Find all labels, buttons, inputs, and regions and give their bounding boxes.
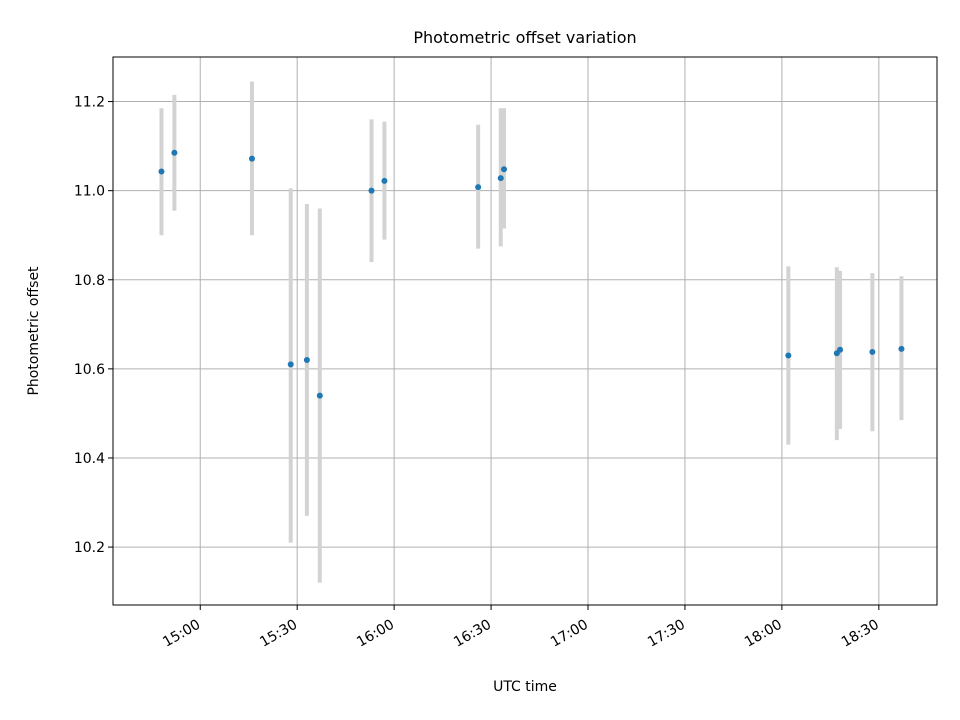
- data-point: [500, 166, 507, 173]
- y-tick-label: 11.2: [74, 95, 105, 111]
- data-point: [287, 361, 294, 368]
- x-tick-label: 16:30: [451, 617, 494, 651]
- y-tick-label: 10.6: [74, 362, 105, 378]
- y-tick-label: 11.0: [74, 184, 105, 200]
- x-tick-label: 15:30: [257, 617, 300, 651]
- chart-title: Photometric offset variation: [413, 28, 636, 47]
- y-axis-ticks: 10.2 10.4 10.6 10.8 11.0 11.2: [74, 95, 113, 556]
- data-points: [158, 149, 905, 399]
- grid: [113, 57, 937, 605]
- x-tick-label: 18:00: [742, 617, 785, 651]
- x-tick-label: 18:30: [839, 617, 882, 651]
- plot-area: [113, 57, 937, 605]
- data-point: [785, 352, 792, 359]
- y-tick-label: 10.4: [74, 451, 105, 467]
- x-tick-label: 17:30: [645, 617, 688, 651]
- y-tick-label: 10.2: [74, 540, 105, 556]
- data-point: [497, 175, 504, 182]
- x-axis-ticks: 15:00 15:30 16:00 16:30 17:00 17:30 18:00 18:30: [160, 605, 882, 651]
- data-point: [898, 345, 905, 352]
- y-axis-label: Photometric offset: [26, 266, 42, 396]
- data-point: [316, 392, 323, 399]
- x-tick-label: 15:00: [160, 617, 203, 651]
- data-point: [869, 348, 876, 355]
- data-point: [837, 346, 844, 353]
- data-point: [368, 187, 375, 194]
- data-point: [475, 184, 482, 191]
- plot-frame: [112, 56, 938, 606]
- x-tick-label: 16:00: [354, 617, 397, 651]
- data-point: [158, 168, 165, 175]
- data-point: [171, 149, 178, 156]
- x-axis-label: UTC time: [493, 679, 557, 695]
- data-point: [303, 356, 310, 363]
- data-point: [381, 177, 388, 184]
- x-tick-label: 17:00: [548, 617, 591, 651]
- y-tick-label: 10.8: [74, 273, 105, 289]
- data-point: [248, 155, 255, 162]
